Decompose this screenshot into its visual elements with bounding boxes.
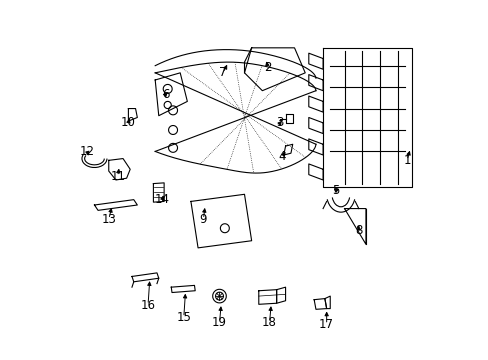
Text: 18: 18 xyxy=(262,316,276,329)
Text: 7: 7 xyxy=(219,66,226,79)
Text: 12: 12 xyxy=(80,145,95,158)
Text: 11: 11 xyxy=(110,170,125,183)
Text: 19: 19 xyxy=(212,316,226,329)
Text: 8: 8 xyxy=(354,224,362,237)
Text: 1: 1 xyxy=(403,154,410,167)
Text: 9: 9 xyxy=(199,213,207,226)
Text: 13: 13 xyxy=(101,213,116,226)
Text: 14: 14 xyxy=(155,193,169,206)
Text: 16: 16 xyxy=(140,298,155,311)
Text: 15: 15 xyxy=(176,311,191,324)
Text: 6: 6 xyxy=(162,88,169,101)
Text: 5: 5 xyxy=(331,184,339,197)
Text: 10: 10 xyxy=(121,116,136,129)
Text: 2: 2 xyxy=(264,61,271,74)
Text: 4: 4 xyxy=(278,150,285,163)
Text: 3: 3 xyxy=(276,116,284,129)
Text: 17: 17 xyxy=(319,318,333,331)
